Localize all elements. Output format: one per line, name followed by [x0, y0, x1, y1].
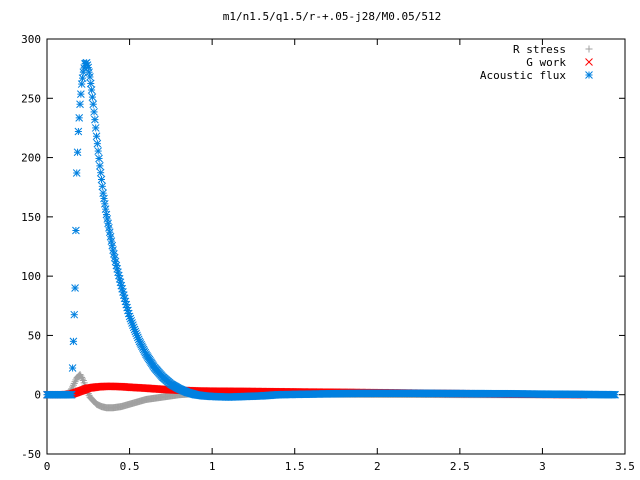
data-point: [71, 378, 79, 386]
data-point: [71, 284, 79, 292]
x-tick-label: 2.5: [450, 460, 470, 473]
data-point: [97, 175, 106, 184]
x-tick-label: 1.5: [285, 460, 305, 473]
legend-marker: [585, 58, 593, 66]
data-point: [90, 108, 98, 116]
data-point: [98, 182, 107, 191]
data-point: [91, 124, 100, 132]
x-tick-label: 2: [374, 460, 381, 473]
x-tick-label: 3.5: [615, 460, 635, 473]
y-tick-label: 50: [28, 329, 41, 342]
data-point: [77, 372, 85, 380]
y-tick-label: 150: [21, 211, 41, 224]
data-point: [76, 371, 84, 379]
legend-label: G work: [526, 56, 566, 69]
data-point: [70, 310, 79, 319]
data-point: [87, 86, 96, 94]
data-point: [94, 147, 103, 155]
data-point: [72, 226, 80, 235]
legend-marker: [585, 71, 593, 79]
data-point: [96, 168, 105, 177]
data-point: [72, 169, 81, 177]
legend-label: R stress: [513, 43, 566, 56]
data-point: [95, 154, 103, 163]
data-point: [75, 113, 84, 122]
data-point: [93, 139, 102, 148]
data-point: [73, 148, 82, 157]
data-point: [92, 132, 101, 141]
data-point: [67, 390, 76, 399]
y-tick-label: 300: [21, 33, 41, 46]
data-point: [611, 390, 619, 399]
x-tick-label: 0: [44, 460, 51, 473]
y-tick-label: 250: [21, 92, 41, 105]
plot-area: [43, 58, 619, 412]
data-point: [76, 100, 84, 109]
data-point: [77, 90, 85, 98]
y-tick-label: 100: [21, 270, 41, 283]
data-point: [95, 162, 104, 170]
chart-title-group: m1/n1.5/q1.5/r-+.05-j28/M0.05/512: [223, 10, 442, 23]
x-tick-label: 3: [539, 460, 546, 473]
chart-title: m1/n1.5/q1.5/r-+.05-j28/M0.05/512: [223, 10, 442, 23]
data-point: [84, 63, 93, 72]
data-point: [79, 375, 87, 383]
data-point: [68, 364, 77, 372]
legend-label: Acoustic flux: [480, 69, 566, 82]
data-point: [78, 374, 86, 382]
data-point: [69, 337, 78, 346]
data-point: [86, 79, 95, 88]
data-point: [85, 68, 93, 77]
data-point: [105, 228, 114, 237]
y-axis: -50 0 50 100 150 200 250 300: [21, 33, 625, 461]
y-tick-label: 200: [21, 152, 41, 165]
y-tick-label: 0: [34, 389, 41, 402]
data-point: [69, 381, 77, 389]
x-tick-label: 1: [209, 460, 216, 473]
data-point: [88, 93, 97, 101]
y-tick-label: -50: [21, 448, 41, 461]
data-point: [74, 127, 83, 136]
x-tick-label: 0.5: [120, 460, 140, 473]
data-point: [89, 100, 98, 109]
series-acoustic-flux: [43, 58, 619, 401]
data-point: [91, 115, 99, 124]
legend-marker: [585, 45, 593, 53]
data-point: [70, 379, 78, 387]
plot-frame: [46, 38, 626, 455]
x-axis: 0 0.5 1 1.5 2 2.5 3 3.5: [44, 39, 635, 473]
data-point: [86, 73, 94, 81]
